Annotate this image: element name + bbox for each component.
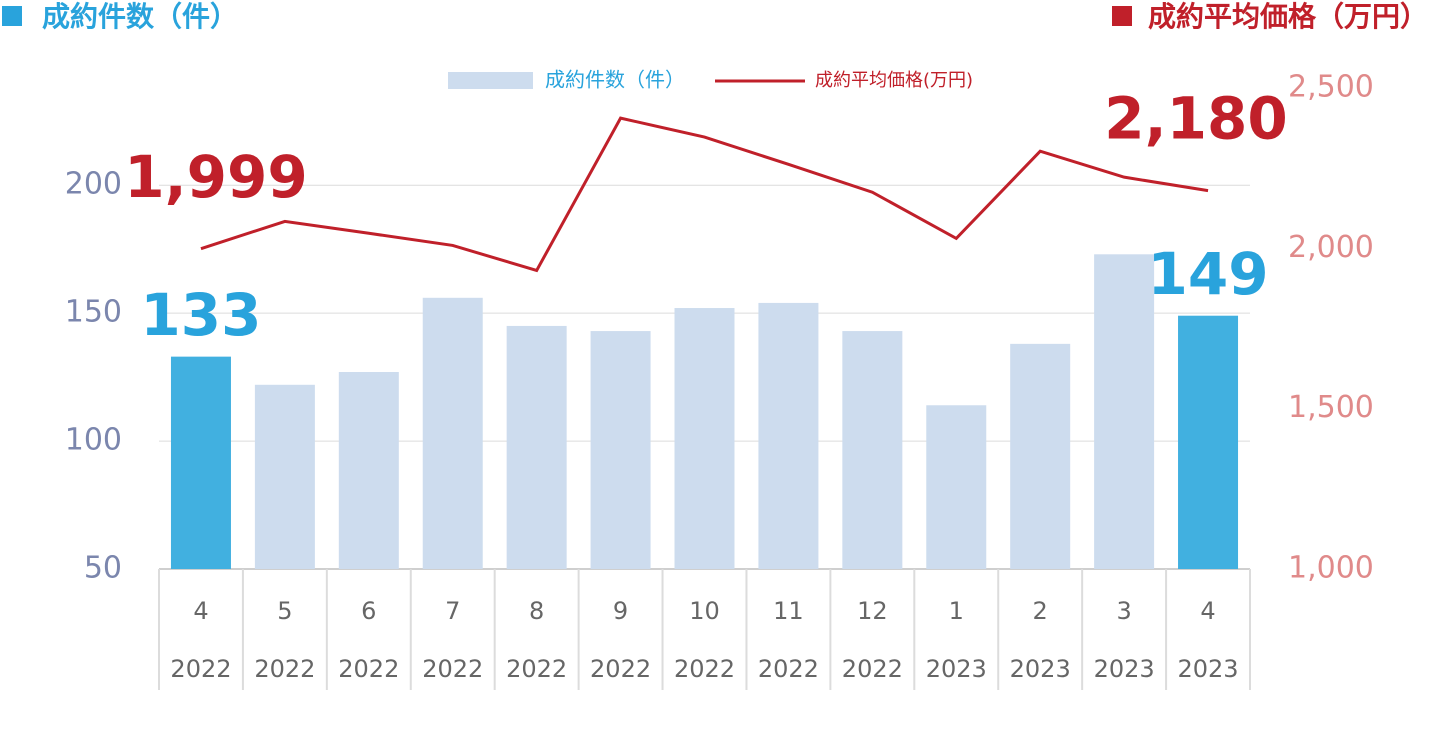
x-tick-year: 2022	[758, 655, 819, 683]
x-tick-year: 2022	[674, 655, 735, 683]
bar-value-label: 149	[1147, 240, 1268, 308]
x-tick-label: 10	[689, 597, 720, 625]
y2-axis-title: 成約平均価格（万円）	[1148, 0, 1428, 33]
line-value-label: 1,999	[124, 143, 307, 211]
axis-title-marker	[2, 6, 22, 26]
x-tick-label: 3	[1116, 597, 1131, 625]
x-tick-label: 8	[529, 597, 544, 625]
legend-label: 成約平均価格(万円)	[815, 70, 973, 91]
bar	[1010, 343, 1071, 569]
x-tick-year: 2022	[506, 655, 567, 683]
x-tick-label: 2	[1033, 597, 1048, 625]
bar	[506, 325, 567, 569]
x-tick-year: 2023	[1010, 655, 1071, 683]
x-tick-label: 7	[445, 597, 460, 625]
x-tick-label: 4	[1200, 597, 1215, 625]
x-tick-label: 9	[613, 597, 628, 625]
bar	[842, 331, 903, 569]
x-tick-label: 6	[361, 597, 376, 625]
x-tick-year: 2023	[1177, 655, 1238, 683]
x-tick-year: 2022	[254, 655, 315, 683]
x-tick-label: 4	[193, 597, 208, 625]
x-tick-year: 2023	[926, 655, 987, 683]
bar-value-label: 133	[140, 281, 261, 349]
y-axis-title: 成約件数（件）	[42, 0, 238, 33]
y2-tick-label: 2,500	[1288, 70, 1374, 105]
x-tick-year: 2022	[338, 655, 399, 683]
x-tick-year: 2022	[842, 655, 903, 683]
bar	[926, 405, 987, 569]
bar	[590, 331, 651, 569]
x-tick-year: 2022	[170, 655, 231, 683]
bar	[758, 302, 819, 569]
y-tick-label: 150	[65, 295, 122, 330]
bar	[674, 308, 735, 569]
bar	[422, 297, 483, 569]
x-tick-label: 1	[949, 597, 964, 625]
x-tick-year: 2023	[1094, 655, 1155, 683]
bar	[254, 384, 315, 569]
bar	[1094, 254, 1155, 569]
legend-label: 成約件数（件）	[545, 68, 685, 92]
y-tick-label: 50	[84, 551, 122, 586]
y2-tick-label: 1,000	[1288, 551, 1374, 586]
legend-swatch	[448, 72, 533, 89]
x-tick-year: 2022	[590, 655, 651, 683]
axis-title-marker	[1112, 6, 1132, 26]
line-value-label: 2,180	[1104, 85, 1287, 153]
y2-tick-label: 1,500	[1288, 390, 1374, 425]
bar	[338, 371, 399, 569]
x-tick-label: 11	[773, 597, 804, 625]
price-line	[200, 116, 1209, 273]
bar	[1178, 315, 1239, 569]
x-tick-year: 2022	[422, 655, 483, 683]
x-tick-label: 12	[857, 597, 888, 625]
y-tick-label: 100	[65, 423, 122, 458]
bar	[170, 356, 231, 569]
y2-tick-label: 2,000	[1288, 230, 1374, 265]
x-tick-label: 5	[277, 597, 292, 625]
y-tick-label: 200	[65, 167, 122, 202]
